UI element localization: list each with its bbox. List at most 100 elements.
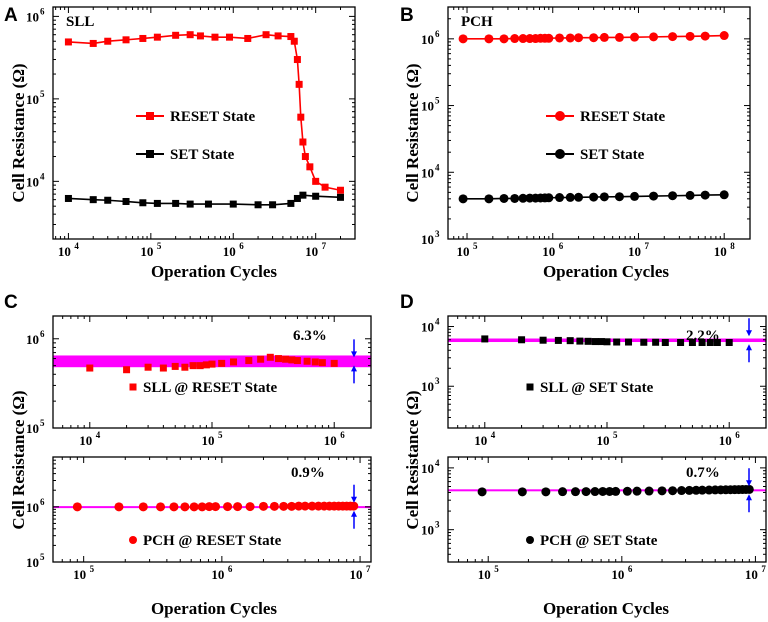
data-point: [64, 194, 72, 202]
x-tick-label: 10: [140, 244, 153, 259]
x-tick-exponent: 4: [96, 430, 101, 440]
x-tick-exponent: 5: [473, 241, 478, 251]
x-tick-label: 10: [79, 433, 92, 448]
data-point: [330, 359, 338, 367]
data-point: [159, 364, 167, 372]
arrowhead-down: [351, 351, 357, 358]
data-point: [713, 339, 721, 347]
data-point: [349, 501, 359, 511]
data-point: [458, 194, 468, 204]
data-point: [685, 190, 695, 200]
data-point: [297, 113, 305, 121]
data-point: [196, 32, 204, 40]
y-tick-exponent: 6: [40, 497, 45, 507]
data-point: [269, 201, 277, 209]
data-point: [153, 33, 161, 41]
data-point: [484, 34, 494, 44]
variation-annotation: 2.2%: [686, 328, 720, 344]
y-tick-exponent: 5: [435, 96, 440, 106]
data-point: [189, 362, 197, 370]
y-tick-exponent: 3: [435, 376, 440, 386]
data-point: [295, 80, 303, 88]
variation-arrows: [746, 318, 752, 363]
data-point: [299, 191, 307, 199]
y-tick-exponent: 4: [435, 458, 440, 468]
data-point: [318, 359, 326, 367]
panel-label-d: D: [400, 292, 414, 313]
data-point: [458, 34, 468, 44]
data-point: [684, 485, 694, 495]
x-tick-exponent: 5: [90, 564, 95, 574]
legend-label: SLL @ SET State: [540, 380, 654, 396]
ylabel-c: Cell Resistance (Ω): [9, 390, 28, 529]
plot-frame: [447, 456, 767, 563]
x-tick-label: 10: [542, 244, 555, 259]
y-tick-label: 10: [26, 174, 39, 189]
y-tick-exponent: 3: [435, 229, 440, 239]
x-tick-exponent: 6: [239, 241, 244, 251]
legend-marker: [526, 383, 534, 391]
y-tick-exponent: 5: [40, 418, 45, 428]
data-point: [574, 33, 584, 43]
data-point: [630, 32, 640, 42]
data-point: [518, 336, 526, 344]
data-point: [180, 502, 190, 512]
series-set-state: [64, 191, 344, 209]
data-point: [630, 191, 640, 201]
y-tick-label: 10: [421, 320, 434, 335]
data-point: [517, 487, 527, 497]
y-tick-label: 10: [421, 379, 434, 394]
data-point: [598, 486, 608, 496]
x-tick-exponent: 6: [340, 430, 345, 440]
data-point: [274, 32, 282, 40]
data-point: [287, 501, 297, 511]
data-point: [204, 200, 212, 208]
data-point: [293, 357, 301, 365]
x-tick-label: 10: [457, 244, 470, 259]
data-point: [186, 31, 194, 39]
legend-marker: [555, 149, 565, 159]
y-tick-exponent: 5: [40, 552, 45, 562]
data-point: [293, 194, 301, 202]
data-point: [719, 31, 729, 41]
x-tick-exponent: 4: [74, 241, 79, 251]
data-point: [544, 193, 554, 203]
arrowhead-down: [746, 480, 752, 487]
data-point: [321, 183, 329, 191]
data-point: [245, 357, 253, 365]
data-point: [307, 501, 317, 511]
panel-title: SLL: [66, 14, 94, 30]
legend-entry: SET State: [546, 147, 645, 163]
x-tick-exponent: 5: [218, 430, 223, 440]
legend-marker: [555, 111, 565, 121]
data-point: [288, 356, 296, 364]
data-point: [591, 338, 599, 346]
xlabel-a: Operation Cycles: [151, 262, 277, 281]
x-tick-exponent: 7: [322, 241, 327, 251]
legend-label: SET State: [170, 147, 235, 163]
data-point: [668, 191, 678, 201]
y-tick-label: 10: [26, 555, 39, 570]
data-point: [725, 339, 733, 347]
legend-entry: SLL @ RESET State: [129, 380, 277, 396]
arrowhead-up: [351, 510, 357, 517]
data-point: [196, 362, 204, 370]
panel-label-b: B: [400, 5, 414, 26]
series-sll-set-state: [481, 335, 733, 347]
xlabel-d: Operation Cycles: [543, 599, 669, 618]
y-tick-label: 10: [421, 99, 434, 114]
data-point: [706, 339, 714, 347]
x-tick-label: 10: [714, 244, 727, 259]
data-point: [697, 485, 707, 495]
series-reset-state: [64, 31, 344, 194]
data-point: [279, 501, 289, 511]
data-point: [611, 486, 621, 496]
data-point: [603, 338, 611, 346]
variation-arrows: [351, 339, 357, 384]
data-point: [581, 487, 591, 497]
y-tick-label: 10: [26, 500, 39, 515]
data-point: [254, 201, 262, 209]
x-tick-label: 10: [324, 433, 337, 448]
data-point: [625, 338, 633, 346]
